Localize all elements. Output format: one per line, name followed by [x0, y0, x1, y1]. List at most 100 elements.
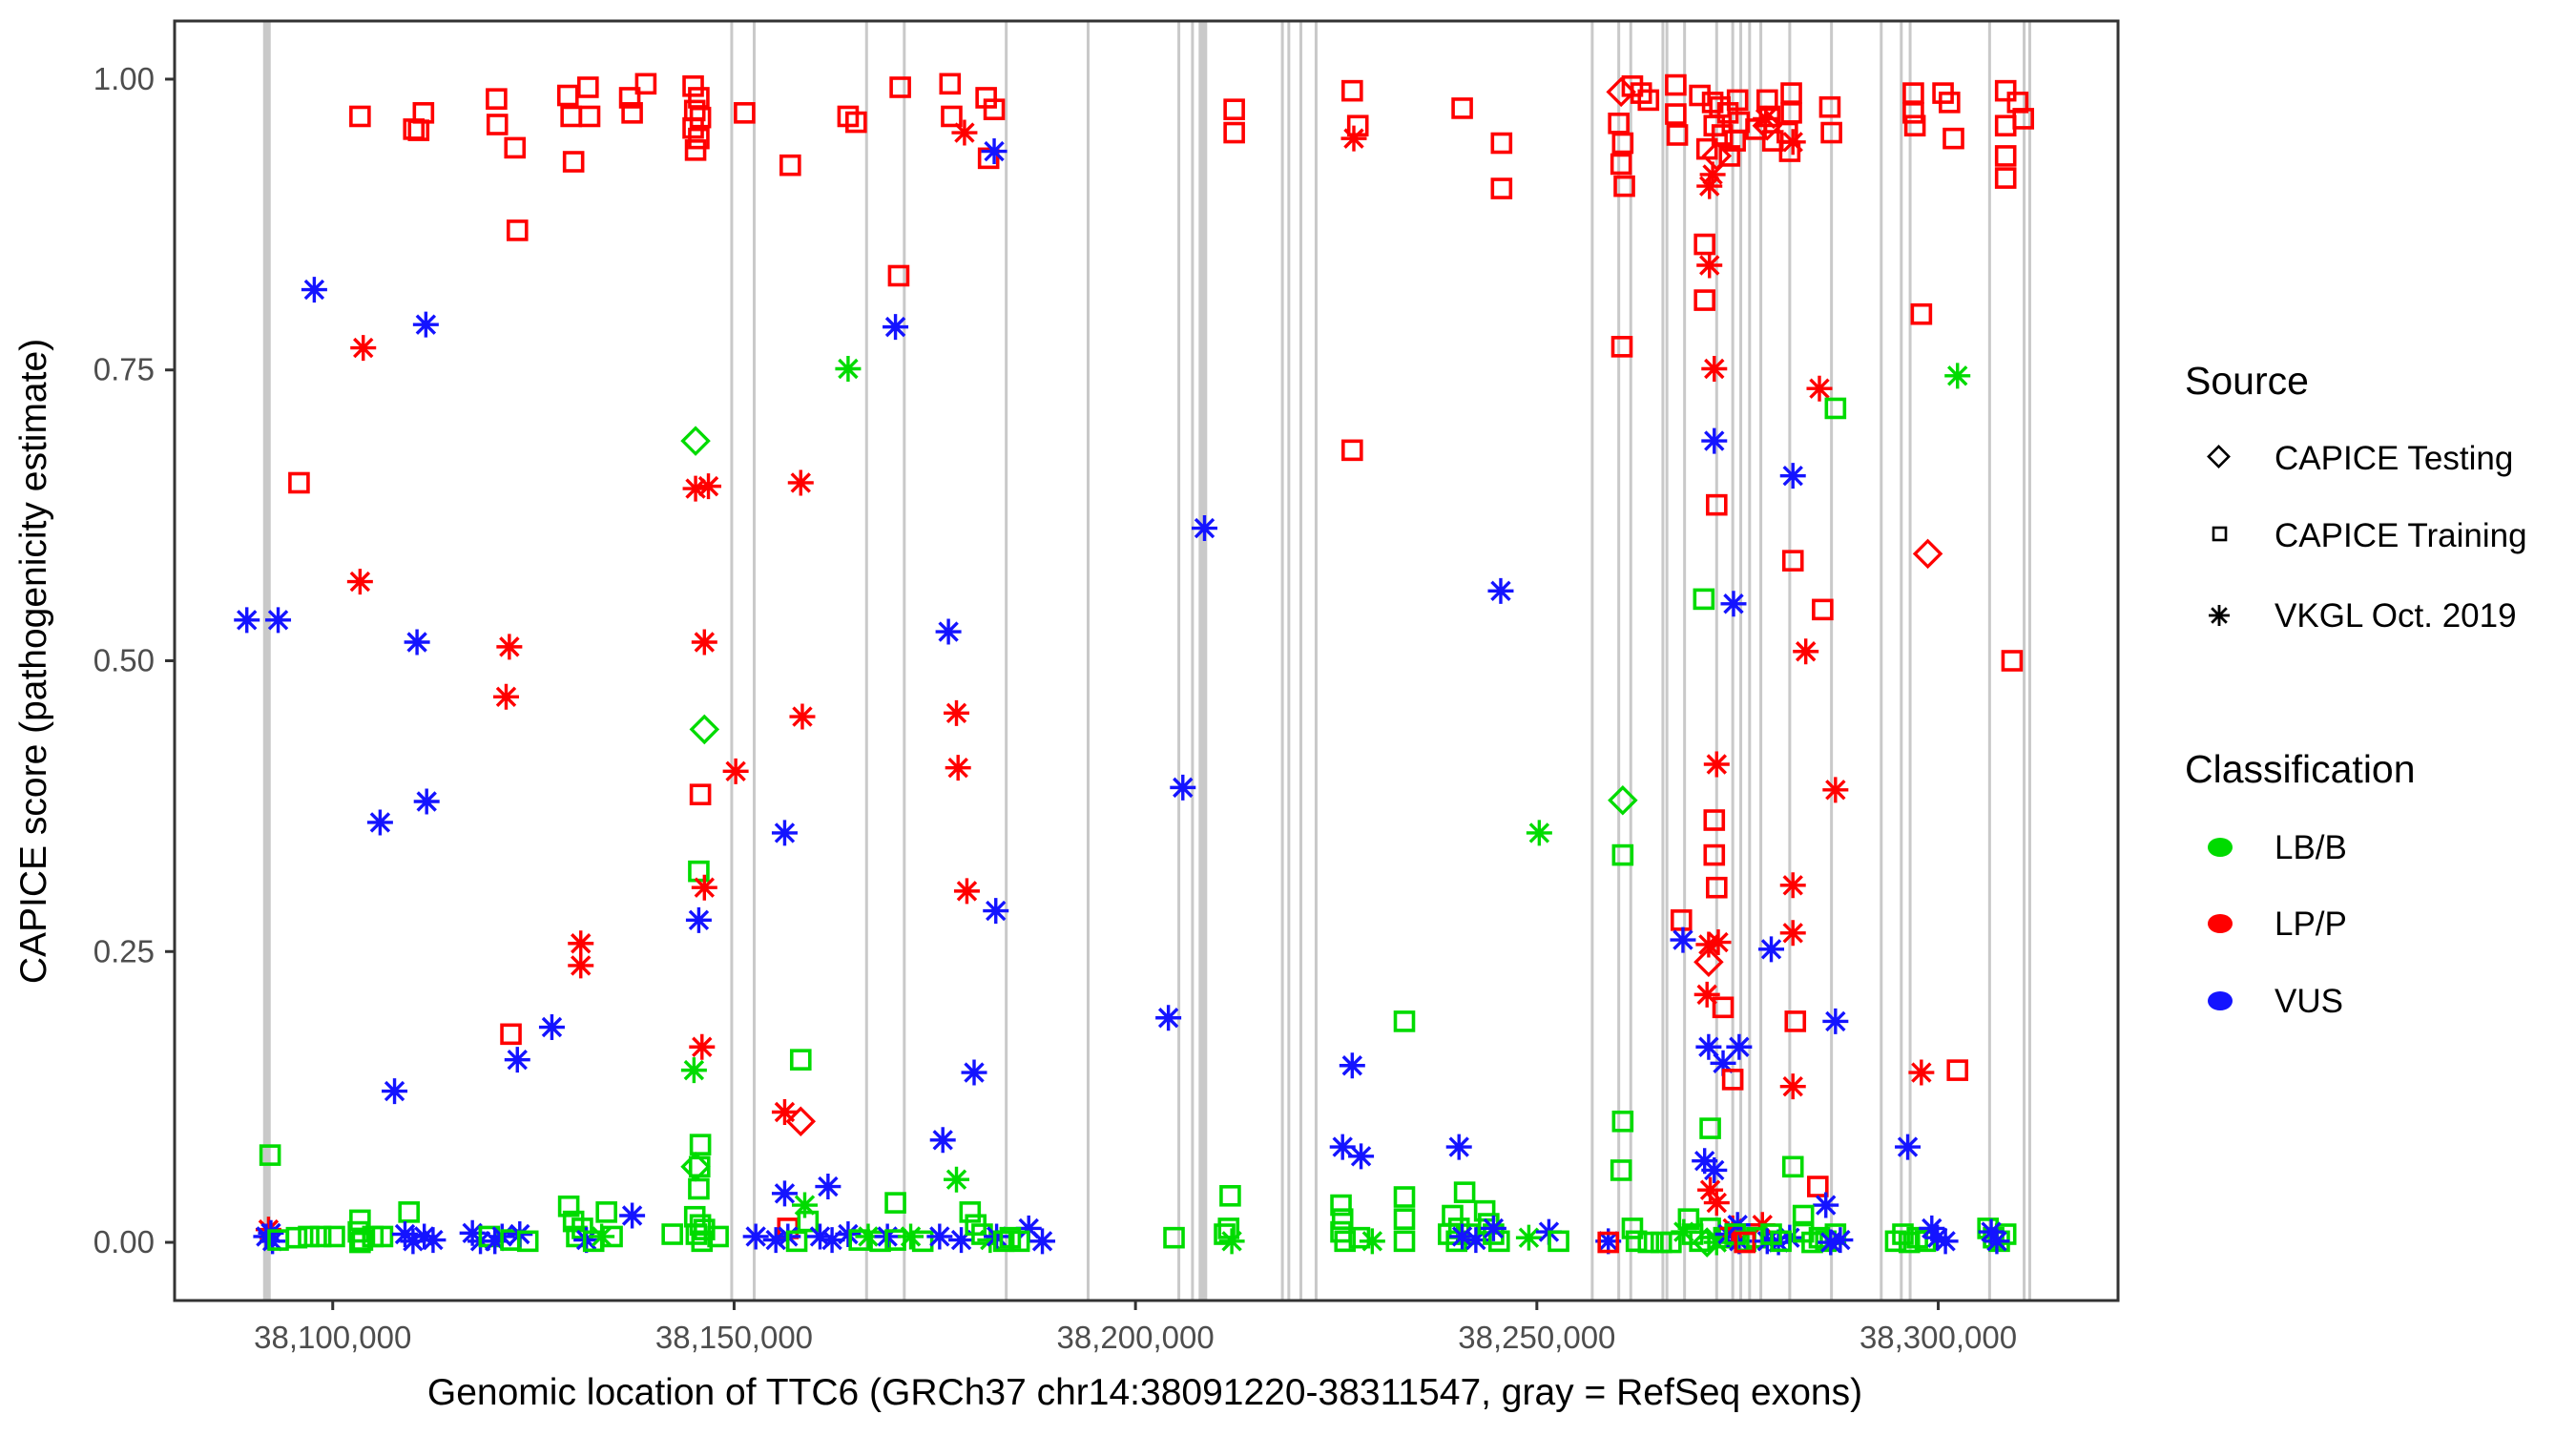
data-point-diamond — [1608, 785, 1638, 816]
legend-classification-title: Classification — [2185, 747, 2416, 791]
data-point-square — [2001, 650, 2024, 672]
data-point-square — [323, 1225, 345, 1248]
data-point-asterisk — [1445, 1134, 1472, 1160]
data-point-asterisk — [1340, 125, 1367, 152]
data-point-asterisk — [682, 475, 709, 502]
exon-line — [1748, 21, 1752, 1301]
data-point-diamond — [1606, 76, 1636, 108]
data-point-asterisk — [1701, 356, 1728, 383]
data-point-square — [1630, 82, 1652, 104]
exon-line — [1198, 21, 1208, 1301]
legend-item-vus: VUS — [2275, 983, 2343, 1020]
data-point-asterisk — [1703, 751, 1730, 778]
y-tick-label: 0.25 — [93, 933, 155, 968]
data-point-asterisk — [1703, 1229, 1730, 1256]
data-point-square — [1711, 124, 1734, 146]
data-point-square — [2012, 108, 2035, 130]
data-point-asterisk — [977, 1227, 1004, 1254]
exon-line — [1086, 21, 1090, 1301]
data-point-asterisk — [265, 607, 292, 634]
data-point-diamond — [689, 714, 720, 745]
data-point-square — [1665, 103, 1687, 125]
data-point-square — [1781, 1155, 1804, 1178]
data-point-asterisk — [1753, 105, 1779, 132]
data-point-square — [1677, 1208, 1700, 1230]
data-point-square — [684, 139, 707, 161]
data-point-square — [1610, 1159, 1632, 1181]
data-point-square — [1334, 1230, 1357, 1253]
data-point-diamond — [1693, 947, 1724, 978]
data-point-square — [688, 127, 710, 150]
data-point-asterisk — [696, 473, 722, 500]
data-point-square — [486, 114, 509, 135]
data-point-square — [1780, 102, 1802, 124]
data-point-square — [1693, 588, 1715, 611]
exon-line — [1287, 21, 1291, 1301]
data-point-square — [1008, 1230, 1030, 1253]
data-point-square — [1611, 132, 1634, 155]
data-point-asterisk — [1696, 252, 1723, 279]
data-point-square — [1724, 130, 1746, 152]
data-point-asterisk — [1487, 577, 1514, 604]
data-point-square — [977, 147, 1000, 170]
data-point-square — [1942, 127, 1964, 150]
exon-line — [1629, 21, 1632, 1301]
data-point-asterisk — [1697, 1176, 1724, 1203]
data-point-asterisk — [1449, 1223, 1476, 1250]
data-point-asterisk — [806, 1223, 833, 1250]
data-point-square — [504, 136, 527, 159]
data-point-asterisk — [1822, 777, 1849, 803]
data-point-asterisk — [981, 138, 1008, 165]
data-point-square — [1393, 1010, 1416, 1032]
data-point-square — [1217, 1217, 1240, 1239]
data-point-square — [1820, 121, 1842, 144]
data-point-square — [1693, 233, 1715, 256]
data-point-asterisk — [689, 1033, 716, 1060]
data-point-diamond — [1912, 538, 1943, 570]
data-point-square — [349, 105, 371, 128]
data-point-square — [884, 1192, 906, 1214]
data-point-asterisk — [742, 1223, 769, 1250]
data-point-square — [1597, 1231, 1620, 1254]
data-point-asterisk — [504, 1047, 530, 1073]
exon-line — [262, 21, 271, 1301]
data-point-square — [1665, 73, 1687, 96]
data-point-square — [1699, 1117, 1721, 1139]
exon-line — [1280, 21, 1284, 1301]
data-point-square — [1706, 876, 1728, 899]
data-point-asterisk — [420, 1227, 447, 1254]
data-point-asterisk — [926, 1223, 953, 1250]
data-point-square — [785, 1230, 808, 1253]
data-point-square — [1490, 177, 1513, 199]
lpp-color-dot-icon — [2208, 914, 2233, 933]
exon-line — [2027, 21, 2031, 1301]
data-point-square — [1902, 102, 1924, 124]
data-point-square — [309, 1225, 332, 1248]
data-point-asterisk — [573, 1227, 600, 1254]
data-point-square — [285, 1226, 308, 1249]
data-point-square — [560, 105, 582, 128]
data-point-asterisk — [1806, 375, 1833, 402]
exon-line — [1788, 21, 1792, 1301]
data-point-asterisk — [948, 1227, 975, 1254]
data-point-square — [1637, 89, 1660, 112]
data-point-asterisk — [855, 1223, 882, 1250]
data-point-asterisk — [1984, 1228, 2010, 1255]
data-point-square — [1718, 145, 1741, 167]
data-point-square — [621, 102, 643, 124]
data-point-asterisk — [1339, 1052, 1365, 1079]
exon-line — [1177, 21, 1181, 1301]
data-point-square — [1223, 121, 1245, 144]
data-point-square — [1666, 124, 1689, 146]
y-tick-label: 0.75 — [93, 352, 155, 387]
data-point-square — [1453, 1181, 1476, 1203]
data-point-square — [259, 1144, 281, 1166]
data-point-square — [1611, 1110, 1634, 1133]
data-point-asterisk — [568, 930, 594, 957]
data-point-asterisk — [961, 1059, 987, 1086]
data-point-asterisk — [945, 755, 971, 781]
data-point-asterisk — [1895, 1134, 1922, 1160]
refseq-exon-lines — [262, 21, 2031, 1301]
